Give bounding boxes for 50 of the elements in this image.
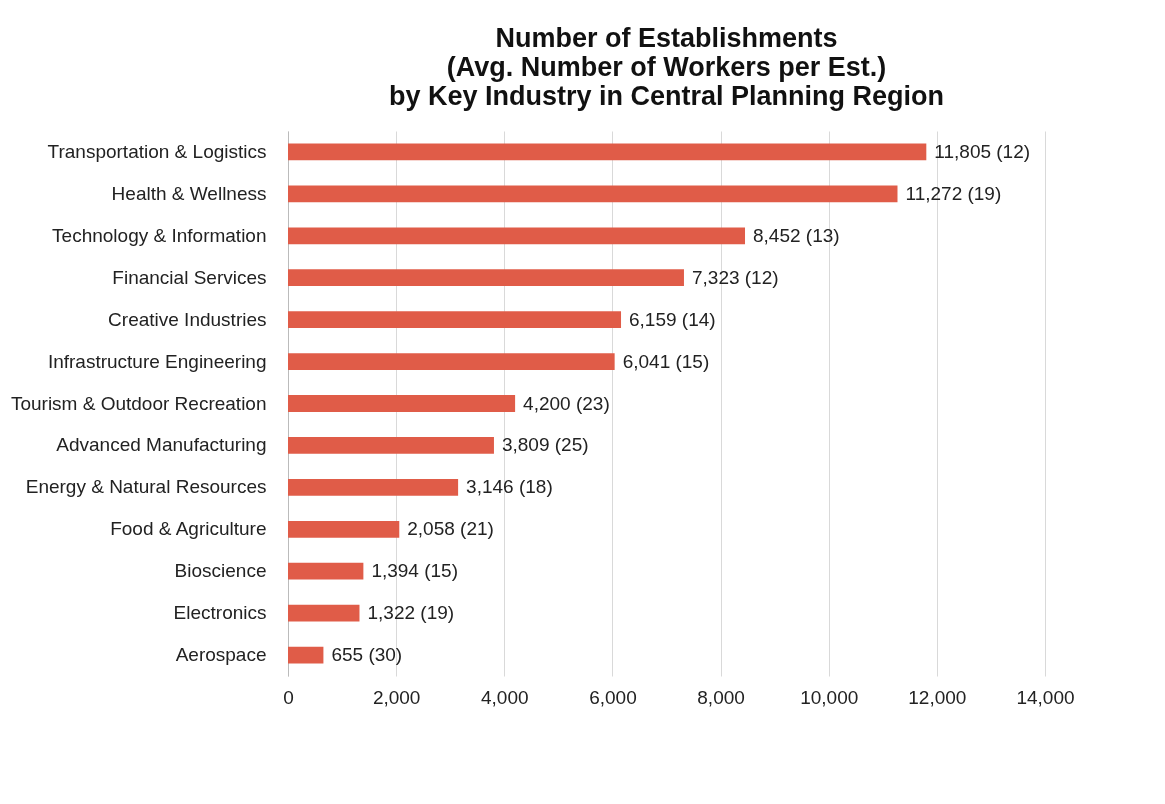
bar: [288, 227, 746, 245]
bar: [288, 353, 615, 370]
data-label: 2,058 (21): [407, 518, 494, 540]
y-tick-label: Food & Agriculture: [110, 518, 267, 540]
y-tick-label: Infrastructure Engineering: [47, 350, 267, 372]
data-label: 11,272 (19): [905, 182, 1002, 204]
y-tick-label: Creative Industries: [108, 308, 267, 330]
y-tick-label: Financial Services: [112, 266, 267, 288]
x-tick-label: 2,000: [372, 686, 421, 708]
data-label: 6,159 (14): [629, 308, 716, 330]
data-label: 8,452 (13): [753, 224, 840, 246]
y-tick-label: Aerospace: [175, 644, 267, 666]
text: (Avg. Number of Workers per Est.): [446, 52, 887, 82]
text: Number of Establishments: [495, 23, 838, 53]
bar: [288, 562, 364, 580]
x-tick-label: 14,000: [1016, 686, 1075, 708]
bar: [288, 646, 324, 664]
x-tick-label: 6,000: [589, 686, 637, 708]
bar: [288, 143, 927, 161]
bar: [288, 311, 622, 329]
y-tick-label: Health & Wellness: [111, 182, 267, 204]
text: by Key Industry in Central Planning Region: [388, 81, 945, 111]
bar: [288, 604, 360, 622]
bar: [288, 520, 400, 538]
x-tick-label: 4,000: [481, 686, 529, 708]
y-tick-label: Electronics: [173, 602, 267, 624]
bar: [288, 437, 494, 454]
data-label: 6,041 (15): [622, 350, 710, 372]
bar: [288, 395, 516, 412]
y-tick-label: Technology & Information: [52, 224, 267, 246]
data-label: 4,200 (23): [523, 392, 610, 414]
bar: [288, 478, 459, 496]
y-tick-label: Bioscience: [174, 560, 267, 582]
data-label: 3,146 (18): [466, 476, 553, 498]
x-tick-label: 10,000: [800, 686, 859, 708]
bar: [288, 269, 684, 287]
y-tick-label: Energy & Natural Resources: [25, 476, 267, 498]
data-label: 655 (30): [331, 644, 403, 666]
bar: [288, 185, 898, 203]
x-tick-label: 8,000: [697, 686, 745, 708]
y-tick-label: Advanced Manufacturing: [56, 434, 267, 456]
x-tick-label: 0: [283, 686, 294, 708]
data-label: 7,323 (12): [691, 266, 779, 288]
data-label: 1,322 (19): [367, 602, 455, 624]
data-label: 1,394 (15): [371, 560, 458, 582]
data-label: 11,805 (12): [934, 140, 1031, 162]
data-label: 3,809 (25): [501, 434, 589, 456]
x-tick-label: 12,000: [908, 686, 967, 708]
y-tick-label: Transportation & Logistics: [47, 140, 267, 162]
y-tick-label: Tourism & Outdoor Recreation: [10, 392, 267, 414]
